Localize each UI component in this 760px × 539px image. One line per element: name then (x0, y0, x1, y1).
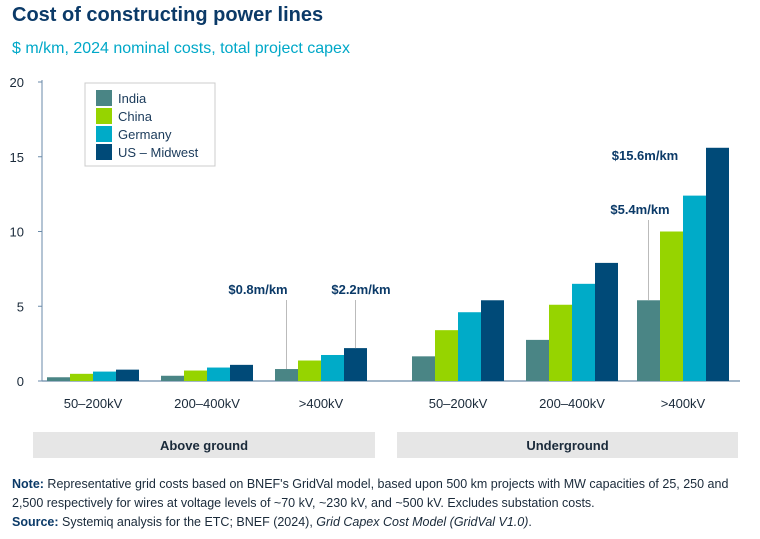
bar-germany-1 (207, 367, 230, 381)
x-tick-label: 50–200kV (429, 396, 488, 411)
source-label: Source: (12, 515, 59, 529)
y-tick-label: 20 (10, 75, 24, 90)
group-label: Above ground (160, 438, 248, 453)
bar-china-0 (70, 373, 93, 381)
x-tick-label: >400kV (661, 396, 706, 411)
bar-chart: 0 5 10 15 20 50–200kV 200–400kV >400kV 50–200kV 2… (10, 75, 740, 458)
bar-china-3 (435, 330, 458, 381)
bar-india-5 (637, 300, 660, 381)
source-end: . (528, 515, 532, 529)
bar-china-4 (549, 304, 572, 381)
y-tick-label: 0 (17, 374, 24, 389)
group-label: Underground (526, 438, 608, 453)
group-box (33, 432, 375, 458)
bar-germany-2 (321, 354, 344, 381)
annotation-label: $0.8m/km (228, 282, 287, 297)
legend-swatch (96, 126, 112, 142)
legend-label: China (118, 109, 153, 124)
bar-germany-0 (93, 371, 116, 381)
bar-us-midwest-2 (344, 348, 367, 381)
chart-subtitle: $ m/km, 2024 nominal costs, total projec… (12, 40, 350, 57)
source-italic: Grid Capex Cost Model (GridVal V1.0) (316, 515, 529, 529)
legend-swatch (96, 108, 112, 124)
annotation-label: $5.4m/km (610, 202, 669, 217)
legend-label: US – Midwest (118, 145, 199, 160)
bar-us-midwest-1 (230, 364, 253, 381)
bar-us-midwest-3 (481, 300, 504, 381)
bar-us-midwest-5 (706, 147, 729, 381)
annotation-label: $15.6m/km (612, 148, 679, 163)
x-tick-label: >400kV (299, 396, 344, 411)
bar-germany-4 (572, 283, 595, 381)
legend-label: India (118, 91, 147, 106)
x-tick-label: 200–400kV (174, 396, 240, 411)
y-tick-label: 15 (10, 150, 24, 165)
bar-india-0 (47, 377, 70, 381)
bar-us-midwest-0 (116, 369, 139, 381)
annotation-label: $2.2m/km (331, 282, 390, 297)
legend-swatch (96, 144, 112, 160)
group-box (397, 432, 738, 458)
legend-label: Germany (118, 127, 172, 142)
y-tick-label: 10 (10, 225, 24, 240)
bar-china-5 (660, 231, 683, 381)
source-text: Source: Systemiq analysis for the ETC; B… (12, 513, 757, 532)
bar-germany-3 (458, 312, 481, 381)
bar-china-2 (298, 360, 321, 381)
x-tick-label: 200–400kV (539, 396, 605, 411)
bar-china-1 (184, 370, 207, 381)
legend-swatch (96, 90, 112, 106)
bar-india-3 (412, 356, 435, 381)
chart-title: Cost of constructing power lines (12, 4, 324, 26)
bar-india-2 (275, 369, 298, 381)
footnote: Note: Representative grid costs based on… (12, 475, 757, 532)
x-tick-label: 50–200kV (64, 396, 123, 411)
y-tick-label: 5 (17, 299, 24, 314)
bar-us-midwest-4 (595, 262, 618, 381)
note-label: Note: (12, 477, 44, 491)
source-body: Systemiq analysis for the ETC; BNEF (202… (58, 515, 317, 529)
bar-germany-5 (683, 195, 706, 381)
bar-india-4 (526, 339, 549, 381)
bar-india-1 (161, 375, 184, 381)
note-text: Note: Representative grid costs based on… (12, 475, 757, 513)
note-body: Representative grid costs based on BNEF'… (12, 477, 729, 510)
